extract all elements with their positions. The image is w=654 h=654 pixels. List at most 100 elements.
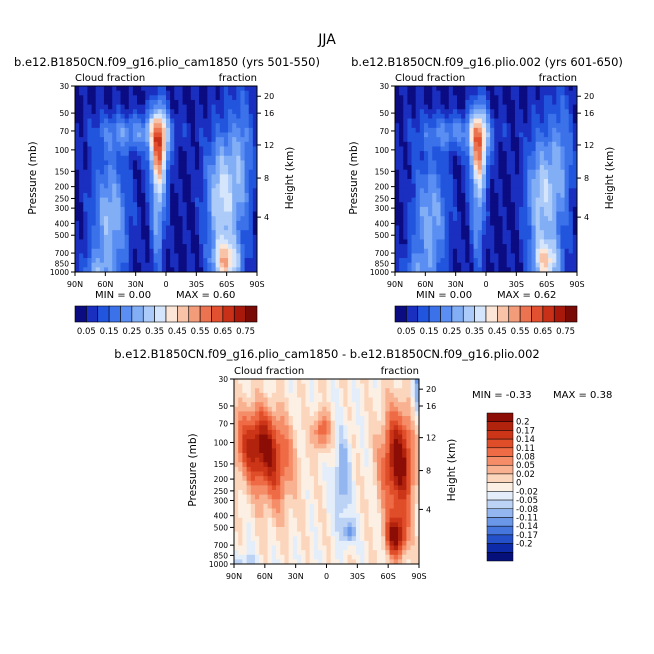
field-cell (452, 262, 458, 268)
field-cell (407, 160, 412, 166)
field-cell (556, 267, 561, 273)
field-cell (473, 267, 479, 273)
field-cell (128, 267, 134, 273)
field-cell (112, 253, 117, 259)
field-cell (322, 476, 327, 482)
field-cell (368, 448, 374, 454)
field-cell (141, 104, 146, 110)
field-cell (99, 146, 105, 152)
field-cell (461, 183, 466, 189)
field-cell (556, 165, 561, 171)
field-cell (137, 132, 142, 138)
field-cell (527, 262, 532, 268)
field-cell (527, 169, 532, 175)
field-cell (411, 262, 417, 268)
field-cell (543, 169, 549, 175)
field-cell (108, 267, 113, 273)
field-cell (326, 508, 332, 514)
field-cell (461, 216, 466, 222)
field-cell (535, 202, 541, 208)
field-cell (448, 244, 454, 250)
field-cell (280, 517, 285, 523)
field-cell (99, 132, 105, 138)
field-cell (75, 239, 80, 245)
field-cell (568, 155, 574, 161)
field-cell (83, 234, 88, 240)
field-cell (223, 220, 229, 226)
field-cell (535, 123, 541, 129)
field-cell (211, 118, 217, 124)
field-cell (250, 522, 256, 528)
field-cell (556, 146, 561, 152)
field-cell (83, 169, 88, 175)
field-cell (99, 206, 105, 212)
field-cell (436, 183, 441, 189)
field-cell (137, 202, 142, 208)
field-cell (407, 239, 412, 245)
field-cell (436, 90, 441, 96)
field-cell (556, 109, 561, 115)
field-cell (108, 179, 113, 185)
field-cell (75, 160, 80, 166)
field-cell (103, 151, 109, 157)
field-cell (91, 160, 97, 166)
field-cell (190, 197, 196, 203)
field-cell (194, 137, 200, 143)
field-cell (276, 411, 281, 417)
field-cell (219, 220, 225, 226)
field-cell (120, 248, 126, 254)
field-cell (153, 206, 159, 212)
field-cell (510, 104, 516, 110)
field-cell (527, 230, 532, 236)
field-cell (128, 258, 134, 264)
field-cell (568, 174, 574, 180)
field-cell (514, 104, 520, 110)
field-cell (240, 146, 245, 152)
field-cell (83, 174, 88, 180)
field-cell (347, 443, 353, 449)
field-cell (166, 95, 171, 101)
field-cell (190, 253, 196, 259)
field-cell (334, 531, 340, 537)
field-cell (242, 545, 248, 551)
field-cell (186, 202, 192, 208)
field-cell (440, 155, 446, 161)
field-cell (250, 499, 256, 505)
field-cell (477, 230, 483, 236)
field-cell (124, 127, 130, 133)
field-cell (120, 220, 126, 226)
field-cell (527, 248, 532, 254)
field-cell (481, 192, 487, 198)
field-cell (465, 188, 470, 194)
field-cell (297, 406, 302, 412)
field-cell (519, 99, 524, 105)
field-cell (543, 95, 549, 101)
field-cell (182, 104, 188, 110)
field-cell (556, 248, 561, 254)
field-cell (259, 494, 264, 500)
field-cell (556, 169, 561, 175)
field-cell (556, 216, 561, 222)
field-cell (207, 146, 212, 152)
field-cell (87, 109, 92, 115)
field-cell (539, 225, 545, 231)
field-cell (494, 137, 499, 143)
field-cell (112, 169, 117, 175)
field-cell (108, 95, 113, 101)
field-cell (318, 522, 323, 528)
field-cell (552, 216, 557, 222)
field-cell (355, 425, 361, 431)
field-cell (355, 453, 361, 459)
field-cell (318, 527, 323, 533)
field-cell (305, 392, 311, 398)
field-cell (186, 267, 192, 273)
field-cell (141, 141, 146, 147)
field-cell (178, 90, 183, 96)
field-cell (399, 202, 404, 208)
field-cell (145, 99, 150, 105)
field-cell (560, 267, 565, 273)
field-cell (75, 216, 80, 222)
field-cell (297, 443, 302, 449)
field-cell (248, 109, 254, 115)
field-cell (486, 95, 491, 101)
